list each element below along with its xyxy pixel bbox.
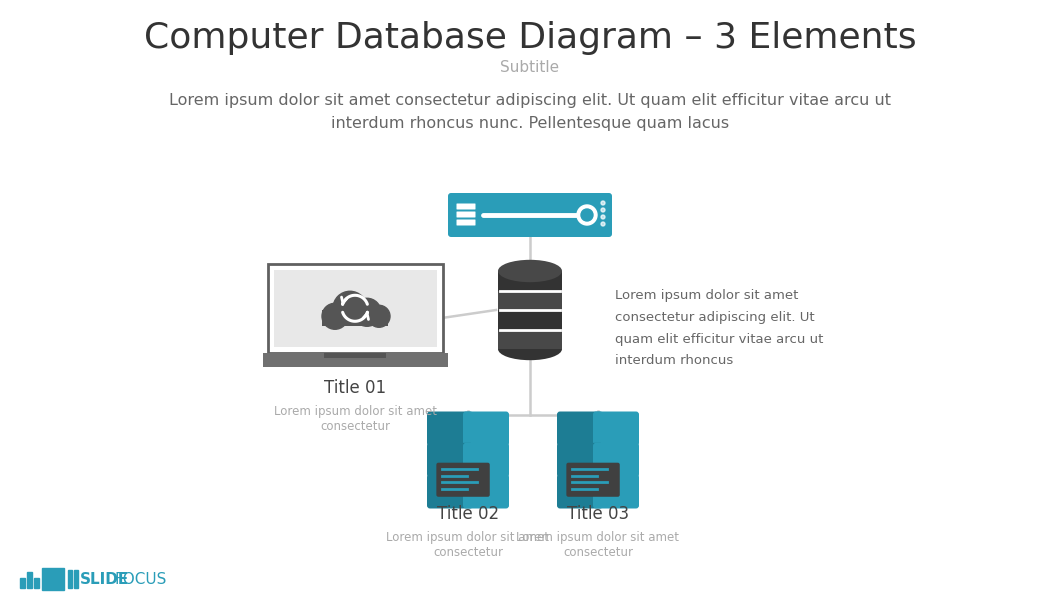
Text: interdum rhoncus: interdum rhoncus: [615, 355, 734, 368]
Bar: [498, 330, 562, 349]
Circle shape: [353, 298, 381, 326]
Bar: [324, 353, 386, 358]
Circle shape: [601, 201, 605, 205]
Bar: [68, 570, 72, 588]
FancyBboxPatch shape: [556, 443, 603, 477]
Text: SLIDE: SLIDE: [80, 572, 129, 586]
Circle shape: [333, 291, 367, 325]
Circle shape: [577, 205, 597, 225]
FancyBboxPatch shape: [463, 474, 509, 508]
Text: Subtitle: Subtitle: [500, 61, 560, 76]
Text: Title 02: Title 02: [437, 505, 499, 523]
Bar: [26, 572, 32, 588]
Circle shape: [368, 305, 390, 327]
FancyBboxPatch shape: [437, 462, 490, 497]
Bar: [498, 271, 562, 290]
FancyBboxPatch shape: [427, 474, 473, 508]
FancyBboxPatch shape: [463, 411, 509, 446]
FancyBboxPatch shape: [448, 193, 612, 237]
Text: Lorem ipsum dolor sit amet consectetur adipiscing elit. Ut quam elit efficitur v: Lorem ipsum dolor sit amet consectetur a…: [169, 94, 891, 131]
Bar: [42, 568, 64, 590]
Circle shape: [322, 303, 348, 329]
FancyBboxPatch shape: [457, 203, 476, 210]
FancyBboxPatch shape: [566, 462, 620, 497]
FancyBboxPatch shape: [556, 474, 603, 508]
Bar: [34, 578, 39, 588]
FancyBboxPatch shape: [457, 219, 476, 225]
Text: Lorem ipsum dolor sit amet
consectetur: Lorem ipsum dolor sit amet consectetur: [516, 531, 679, 559]
Bar: [498, 310, 562, 330]
Text: consectetur adipiscing elit. Ut: consectetur adipiscing elit. Ut: [615, 311, 815, 324]
Bar: [263, 353, 447, 367]
Circle shape: [601, 215, 605, 219]
FancyBboxPatch shape: [593, 474, 639, 508]
Circle shape: [601, 208, 605, 212]
Bar: [267, 264, 442, 353]
Text: Computer Database Diagram – 3 Elements: Computer Database Diagram – 3 Elements: [144, 21, 916, 55]
FancyBboxPatch shape: [593, 411, 639, 446]
FancyBboxPatch shape: [427, 411, 473, 446]
Circle shape: [581, 209, 593, 221]
Text: Title 03: Title 03: [567, 505, 629, 523]
FancyBboxPatch shape: [593, 443, 639, 477]
Ellipse shape: [498, 260, 562, 282]
Text: Title 01: Title 01: [324, 379, 386, 397]
Bar: [273, 270, 437, 346]
Text: Lorem ipsum dolor sit amet: Lorem ipsum dolor sit amet: [615, 288, 798, 302]
FancyBboxPatch shape: [427, 443, 473, 477]
Text: quam elit efficitur vitae arcu ut: quam elit efficitur vitae arcu ut: [615, 333, 824, 346]
FancyBboxPatch shape: [463, 443, 509, 477]
Bar: [20, 578, 25, 588]
Text: Lorem ipsum dolor sit amet
consectetur: Lorem ipsum dolor sit amet consectetur: [387, 531, 549, 559]
Circle shape: [601, 222, 605, 226]
Bar: [322, 311, 388, 326]
FancyBboxPatch shape: [556, 411, 603, 446]
Bar: [498, 290, 562, 310]
Bar: [74, 570, 78, 588]
Text: FOCUS: FOCUS: [114, 572, 166, 586]
FancyBboxPatch shape: [457, 212, 476, 218]
Ellipse shape: [498, 338, 562, 360]
Text: Lorem ipsum dolor sit amet
consectetur: Lorem ipsum dolor sit amet consectetur: [273, 405, 437, 433]
